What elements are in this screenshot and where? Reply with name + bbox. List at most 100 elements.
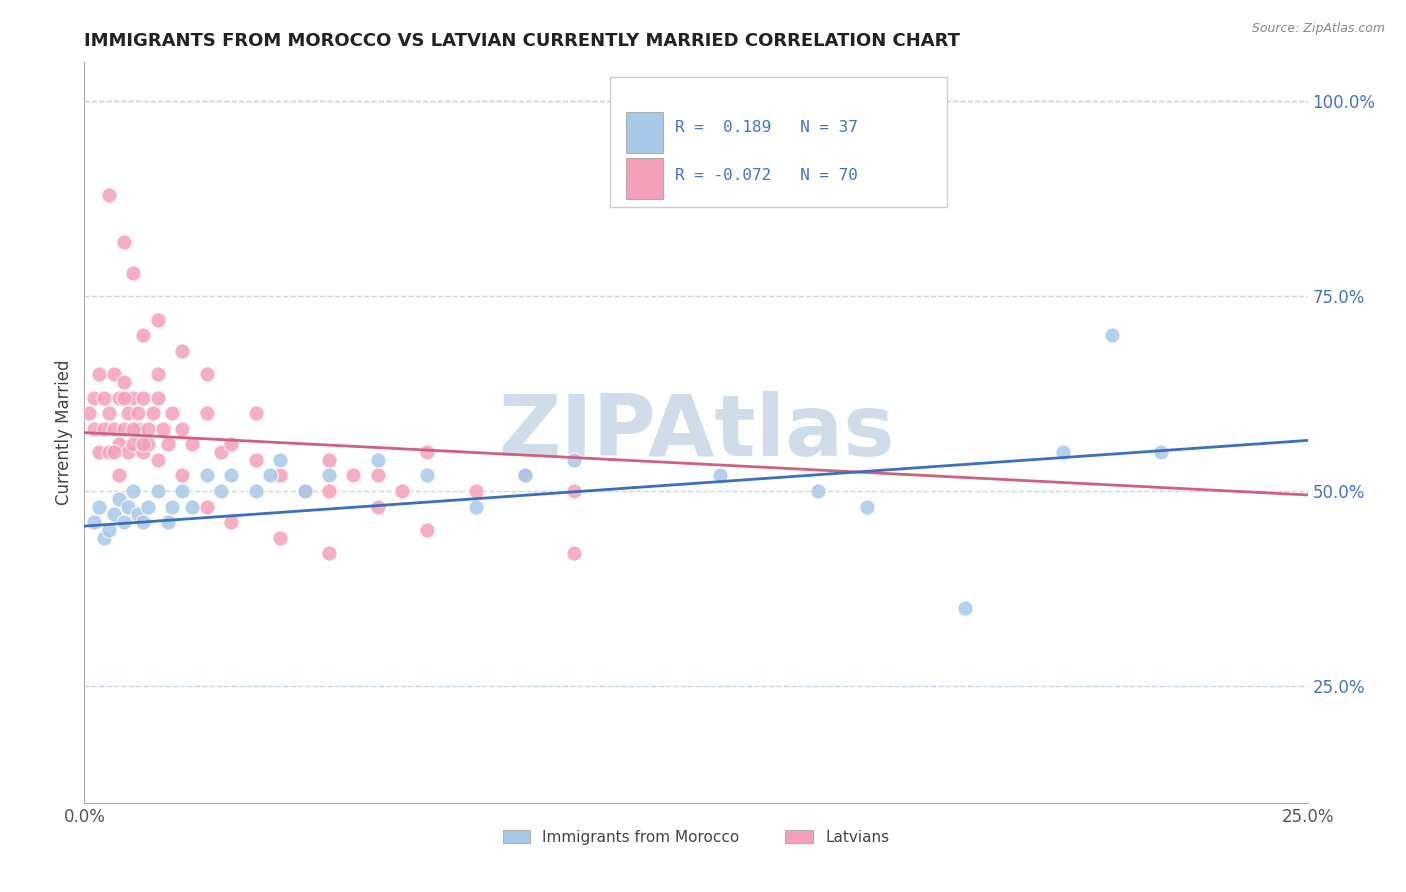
Point (107, 468, 129, 483)
Point (342, 468, 364, 483)
Text: IMMIGRANTS FROM MOROCCO VS LATVIAN CURRENTLY MARRIED CORRELATION CHART: IMMIGRANTS FROM MOROCCO VS LATVIAN CURRE… (84, 32, 960, 50)
Point (146, 484, 169, 499)
Point (117, 500, 139, 514)
Point (245, 453, 267, 467)
Point (142, 406, 165, 420)
Point (172, 343, 194, 358)
Point (367, 468, 389, 483)
Point (219, 468, 242, 483)
Point (162, 500, 184, 514)
Point (132, 391, 155, 405)
Point (93, 422, 115, 436)
Point (112, 422, 135, 436)
Point (93, 391, 115, 405)
Point (294, 484, 316, 499)
Point (318, 484, 340, 499)
Point (513, 468, 536, 483)
Point (97, 523, 120, 537)
Point (245, 406, 267, 420)
Point (269, 468, 291, 483)
Point (112, 515, 135, 529)
Point (1101, 328, 1123, 343)
Point (172, 468, 194, 483)
Point (464, 500, 486, 514)
Point (953, 601, 976, 615)
Point (117, 445, 139, 459)
Point (97, 406, 120, 420)
Point (156, 437, 179, 451)
Point (172, 484, 194, 499)
Point (132, 515, 155, 529)
Point (709, 468, 731, 483)
Point (269, 453, 291, 467)
Point (127, 422, 149, 436)
Point (416, 468, 439, 483)
Point (97, 445, 120, 459)
Point (464, 484, 486, 499)
Point (367, 453, 389, 467)
Point (122, 484, 145, 499)
Y-axis label: Currently Married: Currently Married (55, 359, 73, 506)
Point (318, 468, 340, 483)
Point (112, 391, 135, 405)
Point (195, 468, 218, 483)
Point (209, 484, 232, 499)
Point (107, 437, 129, 451)
Point (87, 445, 110, 459)
Point (146, 391, 169, 405)
FancyBboxPatch shape (626, 158, 664, 199)
Point (318, 546, 340, 560)
Point (195, 406, 218, 420)
Point (195, 367, 218, 381)
Point (122, 422, 145, 436)
Text: Source: ZipAtlas.com: Source: ZipAtlas.com (1251, 22, 1385, 36)
Point (146, 453, 169, 467)
Point (107, 491, 129, 506)
Point (127, 406, 149, 420)
Point (112, 235, 135, 249)
Point (1052, 445, 1074, 459)
Point (146, 367, 169, 381)
Point (416, 523, 439, 537)
Point (83, 515, 105, 529)
Point (117, 406, 139, 420)
Point (209, 445, 232, 459)
Point (87, 367, 110, 381)
Point (112, 375, 135, 389)
Point (146, 312, 169, 326)
Point (87, 500, 110, 514)
Point (97, 188, 120, 202)
Point (181, 500, 204, 514)
Point (162, 406, 184, 420)
Text: R =  0.189   N = 37: R = 0.189 N = 37 (675, 120, 858, 135)
Point (93, 531, 115, 545)
Point (181, 437, 204, 451)
Point (269, 531, 291, 545)
Point (132, 437, 155, 451)
Point (367, 500, 389, 514)
Point (77, 406, 100, 420)
Point (513, 468, 536, 483)
FancyBboxPatch shape (626, 112, 664, 153)
Point (294, 484, 316, 499)
Point (1150, 445, 1173, 459)
Point (856, 500, 879, 514)
Point (132, 445, 155, 459)
FancyBboxPatch shape (610, 78, 946, 207)
Point (562, 453, 585, 467)
Point (219, 437, 242, 451)
Point (136, 437, 159, 451)
Point (391, 484, 413, 499)
Point (807, 484, 830, 499)
Point (103, 422, 125, 436)
Point (132, 328, 155, 343)
Text: R = -0.072   N = 70: R = -0.072 N = 70 (675, 168, 858, 183)
Point (83, 422, 105, 436)
Point (103, 508, 125, 522)
Point (195, 500, 218, 514)
Point (136, 422, 159, 436)
Point (259, 468, 281, 483)
Legend: Immigrants from Morocco, Latvians: Immigrants from Morocco, Latvians (496, 823, 896, 851)
Point (83, 391, 105, 405)
Point (172, 422, 194, 436)
